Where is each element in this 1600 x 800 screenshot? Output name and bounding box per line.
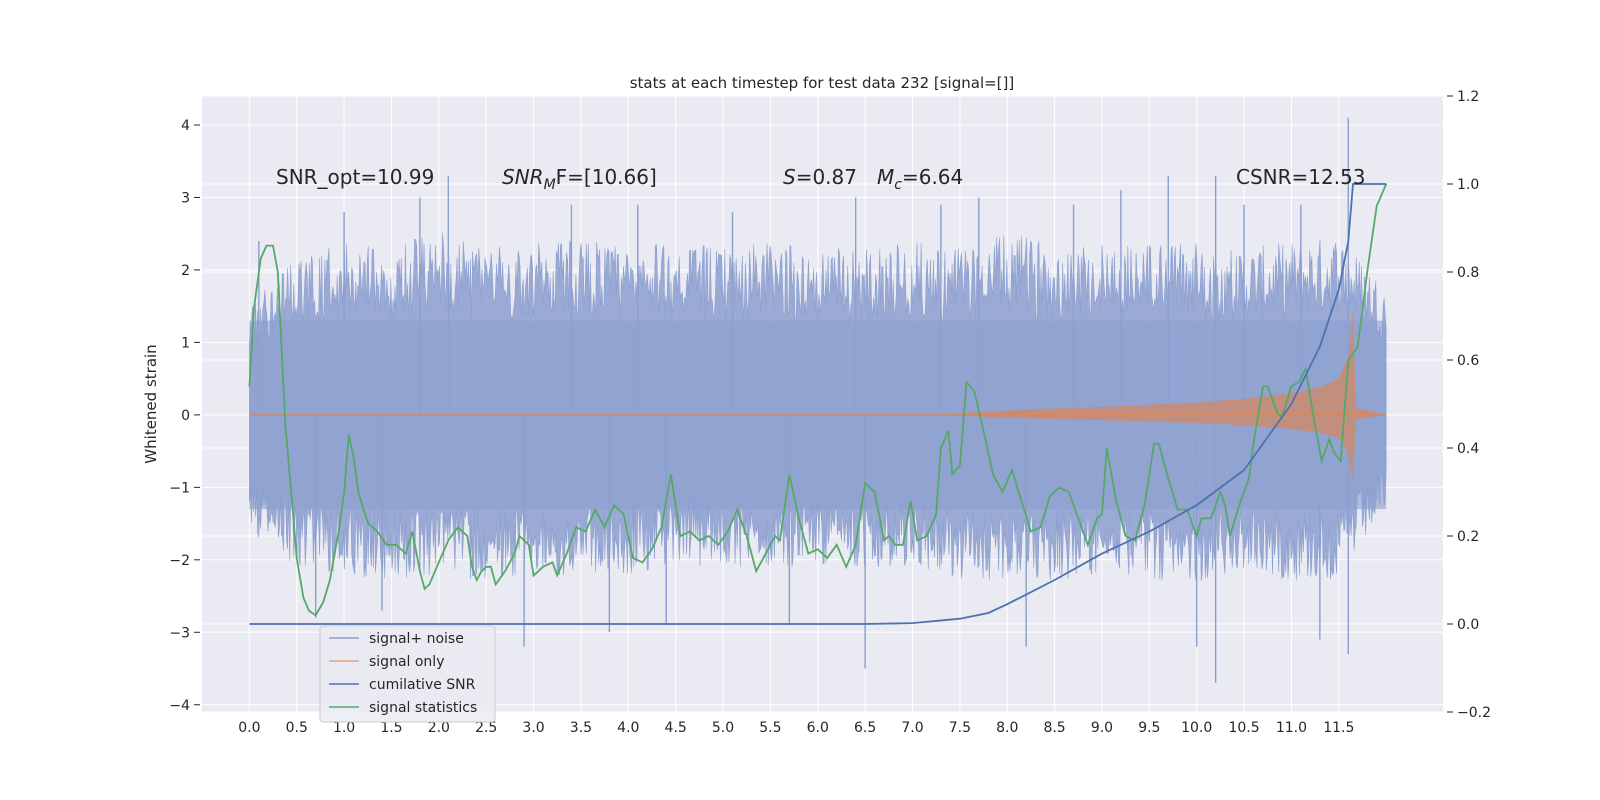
- right-axis-ticks: 1.2 1.0 0.8 0.6 0.4 0.2 0.0 −0.2: [1447, 89, 1491, 721]
- y-tick-label: −2: [169, 553, 190, 569]
- x-tick-label: 1.0: [333, 720, 355, 736]
- chart-title: stats at each timestep for test data 232…: [630, 74, 1015, 92]
- x-tick-label: 3.0: [522, 720, 544, 736]
- mc-value: =6.64: [902, 165, 963, 189]
- y-tick-label: 4: [181, 118, 190, 134]
- y2-tick-label: 0.4: [1457, 441, 1479, 457]
- signal-statistics-line: [248, 183, 1388, 617]
- x-tick-label: 4.0: [617, 720, 639, 736]
- x-tick-label: 9.5: [1138, 720, 1160, 736]
- y-axis-ticks: 4 3 2 1 0 −1 −2 −3 −4: [169, 118, 200, 714]
- x-tick-label: 2.0: [428, 720, 450, 736]
- x-tick-label: 4.5: [665, 720, 687, 736]
- x-tick-label: 6.5: [854, 720, 876, 736]
- snr-mf-subscript: M: [544, 177, 556, 193]
- y-tick-label: −4: [169, 698, 190, 714]
- x-tick-label: 7.0: [901, 720, 923, 736]
- y2-tick-label: −0.2: [1457, 705, 1491, 721]
- y2-tick-label: 1.2: [1457, 89, 1479, 105]
- mc-subscript: c: [894, 177, 902, 193]
- x-tick-label: 8.0: [996, 720, 1018, 736]
- x-tick-label: 11.5: [1323, 720, 1354, 736]
- annotation-s: S=0.87: [783, 165, 857, 189]
- y-tick-label: 2: [181, 263, 190, 279]
- legend-label-cumulative-snr: cumilative SNR: [369, 677, 476, 693]
- annotation-snr-opt: SNR_opt=10.99: [276, 165, 434, 189]
- y-tick-label: 3: [181, 190, 190, 206]
- y2-tick-label: 0.8: [1457, 265, 1479, 281]
- mc-symbol: M: [877, 165, 894, 189]
- y-tick-label: −3: [169, 625, 190, 641]
- cumulative-snr-series: [249, 183, 1387, 625]
- snr-mf-value: F=[10.66]: [556, 165, 657, 189]
- legend: signal+ noise signal only cumilative SNR…: [319, 625, 496, 723]
- x-tick-label: 10.0: [1181, 720, 1212, 736]
- x-tick-label: 5.0: [712, 720, 734, 736]
- cumulative-snr-line: [249, 183, 1387, 625]
- x-tick-label: 1.5: [380, 720, 402, 736]
- x-tick-label: 8.5: [1043, 720, 1065, 736]
- y-tick-label: −1: [169, 480, 190, 496]
- annotation-mc: Mc=6.64: [877, 165, 963, 193]
- x-tick-label: 0.5: [286, 720, 308, 736]
- legend-box: [319, 625, 496, 723]
- x-tick-label: 9.0: [1091, 720, 1113, 736]
- y2-tick-label: 0.2: [1457, 529, 1479, 545]
- legend-label-signal-noise: signal+ noise: [369, 631, 464, 647]
- annotation-csnr: CSNR=12.53: [1236, 165, 1366, 189]
- annotation-snr-mf: SNRMF=[10.66]: [502, 165, 657, 193]
- y-tick-label: 1: [181, 335, 190, 351]
- x-tick-label: 7.5: [949, 720, 971, 736]
- y2-tick-label: 0.6: [1457, 353, 1479, 369]
- x-tick-label: 5.5: [759, 720, 781, 736]
- s-symbol: S: [783, 165, 796, 189]
- x-tick-label: 2.5: [475, 720, 497, 736]
- x-tick-label: 10.5: [1228, 720, 1259, 736]
- y2-tick-label: 1.0: [1457, 177, 1479, 193]
- x-tick-label: 0.0: [238, 720, 260, 736]
- y-tick-label: 0: [181, 408, 190, 424]
- x-axis-ticks: 0.0 0.5 1.0 1.5 2.0 2.5 3.0 3.5 4.0 4.5 5.0 5.5 6.0 6…: [238, 720, 1354, 736]
- signal-statistics-series: [248, 183, 1388, 617]
- y-axis-label: Whitened strain: [142, 344, 160, 463]
- legend-label-signal-statistics: signal statistics: [369, 700, 477, 716]
- x-tick-label: 11.0: [1276, 720, 1307, 736]
- s-value: =0.87: [796, 165, 857, 189]
- snr-mf-symbol: SNR: [502, 165, 544, 189]
- legend-label-signal-only: signal only: [369, 654, 444, 670]
- x-tick-label: 3.5: [570, 720, 592, 736]
- x-tick-label: 6.0: [807, 720, 829, 736]
- signal-only-series: [249, 309, 1387, 484]
- y2-tick-label: 0.0: [1457, 617, 1479, 633]
